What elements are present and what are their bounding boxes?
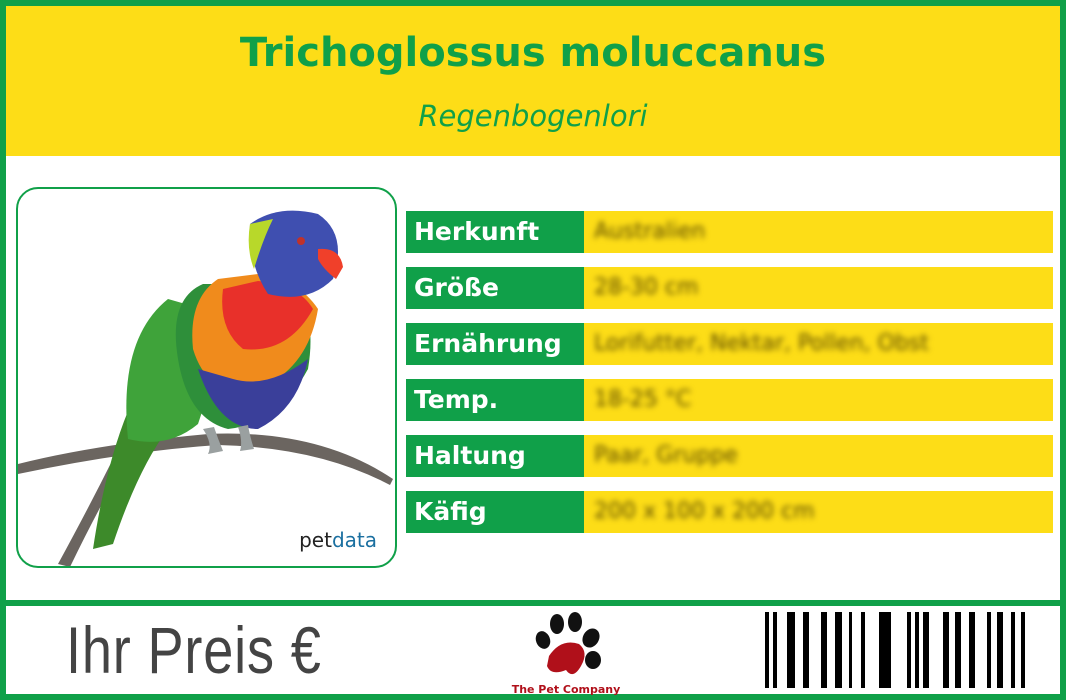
barcode-bar: [787, 612, 795, 688]
brand-suffix: data: [331, 528, 377, 552]
attribute-label: Herkunft: [406, 211, 584, 253]
parrot-photo: petdata: [16, 187, 397, 568]
attribute-row-origin: Herkunft Australien: [406, 211, 1053, 253]
attribute-label: Temp.: [406, 379, 584, 421]
barcode-bar: [955, 612, 961, 688]
parrot-image: [18, 210, 393, 566]
attribute-value: Lorifutter, Nektar, Pollen, Obst: [594, 331, 929, 356]
barcode-bar: [987, 612, 991, 688]
barcode: [765, 612, 1025, 688]
barcode-bar: [923, 612, 929, 688]
species-title: Trichoglossus moluccanus: [239, 30, 827, 76]
attribute-label: Haltung: [406, 435, 584, 477]
attribute-label: Ernährung: [406, 323, 584, 365]
attribute-value: Australien: [594, 219, 706, 244]
price-label: Ihr Preis €: [66, 613, 322, 687]
attribute-value: 28-30 cm: [594, 275, 699, 300]
barcode-bar: [821, 612, 827, 688]
attribute-row-cage: Käfig 200 x 100 x 200 cm: [406, 491, 1053, 533]
barcode-bar: [1011, 612, 1015, 688]
barcode-bar: [943, 612, 949, 688]
barcode-bar: [861, 612, 865, 688]
pet-company-logo: The Pet Company: [511, 610, 621, 696]
barcode-bar: [915, 612, 919, 688]
common-name: Regenbogenlori: [418, 99, 648, 133]
barcode-bar: [835, 612, 842, 688]
barcode-bar: [969, 612, 975, 688]
petdata-logo: petdata: [299, 528, 377, 552]
barcode-bar: [1021, 612, 1025, 688]
barcode-bar: [849, 612, 852, 688]
barcode-bar: [765, 612, 769, 688]
attribute-table: Herkunft Australien Größe 28-30 cm Ernähru…: [406, 211, 1053, 547]
barcode-bar: [997, 612, 1003, 688]
attribute-label: Käfig: [406, 491, 584, 533]
attribute-row-temperature: Temp. 18-25 °C: [406, 379, 1053, 421]
brand-prefix: pet: [299, 528, 332, 552]
barcode-bar: [773, 612, 777, 688]
barcode-bar: [907, 612, 911, 688]
attribute-value: 200 x 100 x 200 cm: [594, 499, 815, 524]
attribute-row-diet: Ernährung Lorifutter, Nektar, Pollen, Obs…: [406, 323, 1053, 365]
attribute-value: 18-25 °C: [594, 387, 692, 412]
attribute-row-size: Größe 28-30 cm: [406, 267, 1053, 309]
attribute-value: Paar, Gruppe: [594, 443, 738, 468]
footer-divider: [6, 600, 1060, 606]
barcode-bar: [879, 612, 891, 688]
attribute-label: Größe: [406, 267, 584, 309]
attribute-row-keeping: Haltung Paar, Gruppe: [406, 435, 1053, 477]
barcode-bar: [803, 612, 809, 688]
logo-text: The Pet Company: [511, 683, 621, 696]
header: Trichoglossus moluccanus Regenbogenlori: [6, 6, 1060, 156]
paw-icon: [535, 612, 601, 675]
